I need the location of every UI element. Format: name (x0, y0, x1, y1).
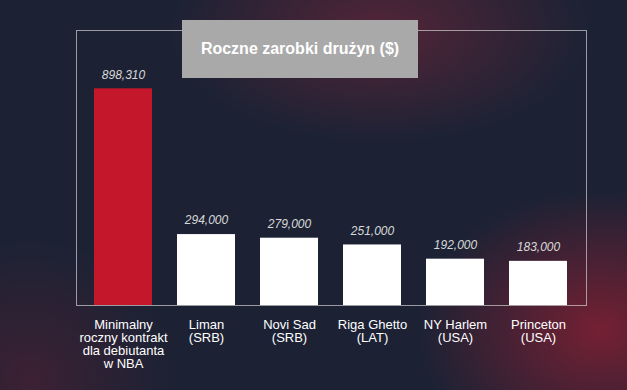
svg-text:183,000: 183,000 (517, 240, 561, 254)
svg-text:Riga Ghetto(LAT): Riga Ghetto(LAT) (338, 317, 407, 345)
svg-text:Novi Sad(SRB): Novi Sad(SRB) (263, 317, 316, 345)
svg-text:192,000: 192,000 (434, 238, 478, 252)
svg-text:898,310: 898,310 (102, 68, 146, 82)
svg-text:251,000: 251,000 (350, 224, 395, 238)
html-text:Roczne zarobki drużyn ($): Roczne zarobki drużyn ($) (200, 40, 400, 57)
svg-text:NY Harlem(USA): NY Harlem(USA) (424, 317, 487, 345)
svg-text:Liman(SRB): Liman(SRB) (189, 317, 224, 345)
svg-text:279,000: 279,000 (267, 217, 312, 231)
svg-text:294,000: 294,000 (184, 213, 229, 227)
svg-text:Princeton(USA): Princeton(USA) (511, 317, 566, 345)
svg-text:Minimalnyroczny kontraktdla de: Minimalnyroczny kontraktdla debiutantaw … (79, 317, 168, 371)
